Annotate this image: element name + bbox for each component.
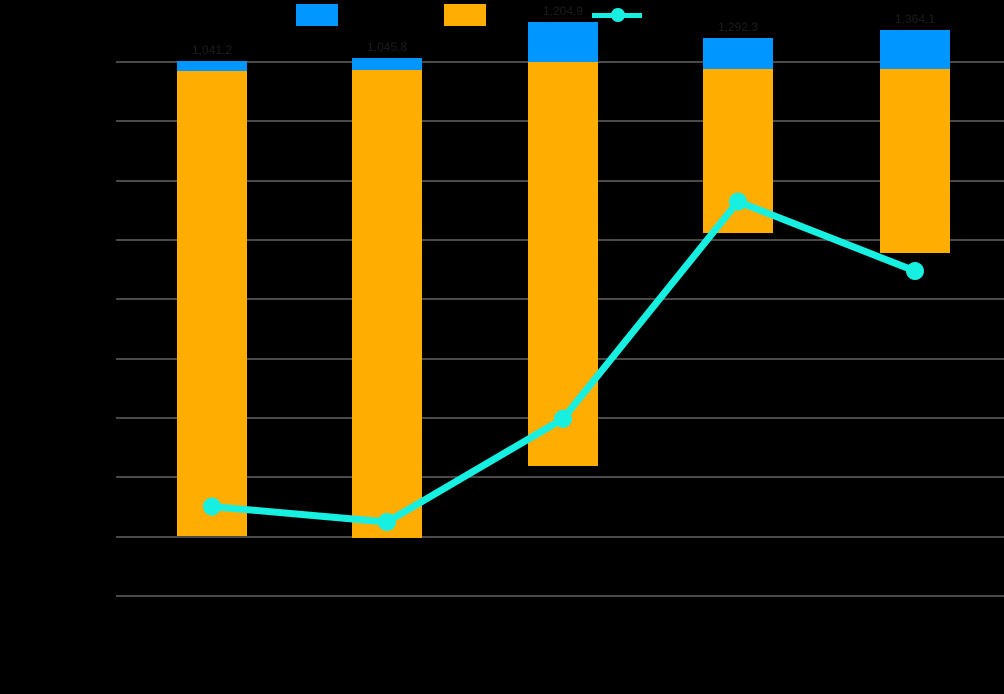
legend-entry-return-on-equity[interactable]: Return on equity (%) [592,0,759,30]
bar-value-label: 1,041.2 [191,43,233,57]
bar-group[interactable] [177,61,247,595]
bar-segment-net-interest-income[interactable] [703,38,773,70]
cyan-line-marker-icon [592,4,642,26]
legend-label-0: Net interest income [345,8,449,22]
bar-segment-non-interest-income[interactable] [880,69,950,253]
gridline [116,535,1004,538]
bar-value-label: 1,292.3 [717,20,759,35]
orange-square-swatch-icon [444,4,486,26]
bar-segment-non-interest-income[interactable] [703,69,773,234]
plot-area: 8.07.06.05.04.03.02.01.00.0-1.0 20192020… [116,4,1004,617]
bar-value-label: 1,045.8 [366,40,408,55]
bar-group[interactable] [880,30,950,595]
bar-segment-non-interest-income[interactable] [528,61,598,466]
bar-segment-non-interest-income[interactable] [352,69,422,538]
x-axis-label: 2023 [901,603,929,617]
gridline [116,594,1004,597]
legend-entry-net-interest-income[interactable]: Net interest income [296,0,448,30]
legend-label-1: Non-interest income [493,8,601,22]
bar-segment-non-interest-income[interactable] [177,71,247,536]
blue-square-swatch-icon [296,4,338,26]
bar-segment-net-interest-income[interactable] [880,30,950,70]
x-axis-label: 2021 [549,603,577,617]
x-axis-label: 2019 [198,603,226,617]
bar-group[interactable] [703,38,773,595]
x-axis-label: 2022 [724,603,752,617]
x-axis-label: 2020 [373,603,401,617]
bar-group[interactable] [528,22,598,595]
legend-entry-non-interest-income[interactable]: Non-interest income [444,0,600,30]
bar-segment-net-interest-income[interactable] [177,61,247,72]
chart-legend: Net interest income Non-interest income … [0,0,1004,30]
bar-segment-net-interest-income[interactable] [528,22,598,62]
bar-value-label: 1,364.1 [894,12,936,27]
legend-label-2: Return on equity (%) [649,8,760,22]
bar-segment-net-interest-income[interactable] [352,58,422,70]
bar-group[interactable] [352,58,422,595]
bar-value-label: 1,204.9 [542,4,584,19]
